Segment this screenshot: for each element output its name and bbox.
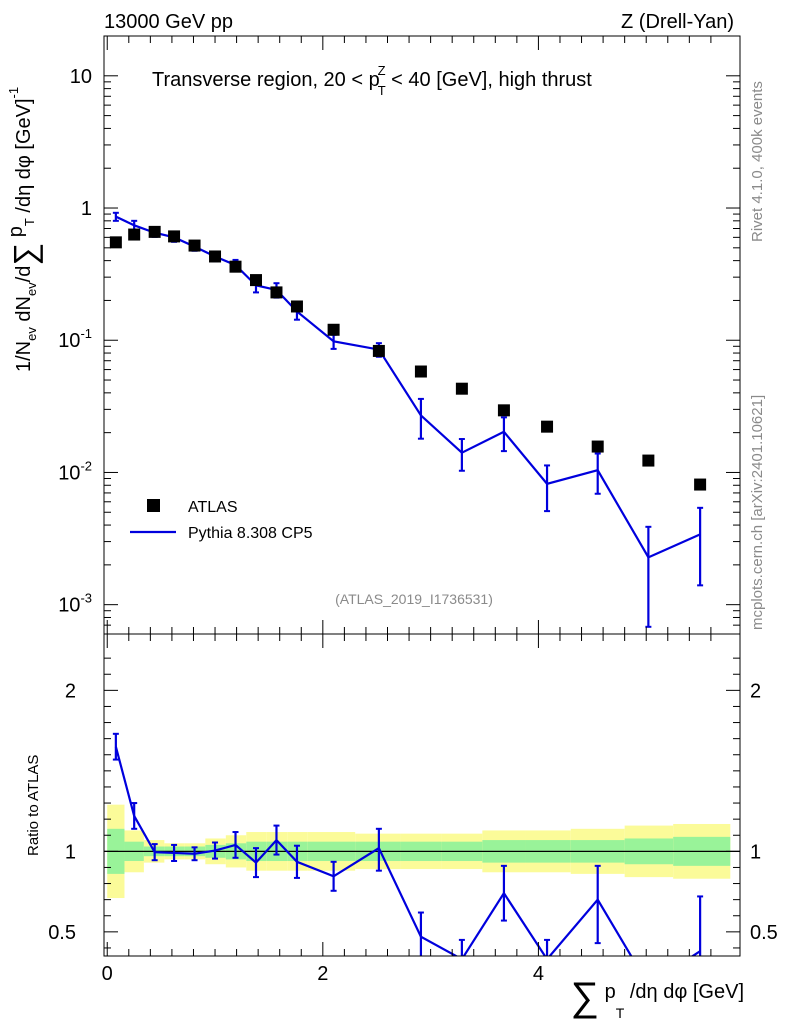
x-tick-label: 4 <box>533 963 544 985</box>
xlabel-sum: ∑ <box>571 975 600 1019</box>
xlabel-b: /dη dφ [GeV] <box>624 981 744 1003</box>
main-y-tick-base: 10 <box>58 462 80 484</box>
title-part-post: < 40 [GeV], high thrust <box>386 69 593 91</box>
main-y-tick-label: 10-1 <box>58 326 92 352</box>
atlas-data-point <box>591 440 604 453</box>
xlabel-a: p <box>599 981 616 1003</box>
analysis-watermark: (ATLAS_2019_I1736531) <box>335 591 493 607</box>
ratio-y-tick-label-left: 2 <box>65 680 76 702</box>
ratio-y-tick-label-left: 0.5 <box>48 922 76 944</box>
x-tick-label: 0 <box>102 963 113 985</box>
ylabel-e: /dη dφ [GeV] <box>13 98 35 218</box>
legend: ATLAS Pythia 8.308 CP5 <box>130 499 313 542</box>
ylabel-c: /d <box>13 266 35 283</box>
atlas-data-point <box>229 260 242 273</box>
title-sup: Z <box>378 63 386 78</box>
ylabel-b: dN <box>13 296 35 327</box>
atlas-data-point <box>188 239 201 252</box>
atlas-data-point <box>642 454 655 467</box>
legend-atlas-marker <box>147 499 160 512</box>
main-y-tick-label: 10 <box>70 66 92 88</box>
atlas-data-point <box>270 286 283 299</box>
xlabel-a-sub: T <box>616 1005 625 1021</box>
ylabel-a: 1/N <box>13 341 35 372</box>
main-y-tick-exp: -3 <box>80 591 92 606</box>
atlas-data-point <box>168 230 181 243</box>
ylabel-b-sub: ev <box>24 282 39 296</box>
ratio-frame <box>103 633 741 957</box>
rivet-label: Rivet 4.1.0, 400k events <box>749 81 766 242</box>
atlas-data-point <box>694 478 707 491</box>
ylabel-d-sub: T <box>22 218 37 226</box>
ratio-y-tick-label-right: 2 <box>750 680 761 702</box>
ylabel-d: p <box>5 226 27 243</box>
main-y-tick-base: 1 <box>81 198 92 220</box>
ratio-y-tick-label-right: 0.5 <box>750 922 778 944</box>
atlas-data-point <box>327 323 340 336</box>
x-axis-label: ∑ pT /dη dφ [GeV] <box>571 975 744 1021</box>
atlas-data-point <box>209 250 222 263</box>
legend-atlas-label: ATLAS <box>188 499 238 516</box>
ylabel-sum: ∑ <box>7 243 43 266</box>
ratio-plot: 0.5 0.5 1 1 2 2 0 2 4 Ratio to ATLAS ∑ pT /dη dφ… <box>25 633 778 1021</box>
main-y-tick-base: 10 <box>58 595 80 617</box>
main-y-tick-label: 10-3 <box>58 591 92 617</box>
main-plot: Transverse region, 20 < pTZ < 40 [GeV], … <box>5 35 741 635</box>
title-part-pre: Transverse region, 20 < p <box>152 69 380 91</box>
atlas-data-point <box>109 236 122 249</box>
atlas-data-point <box>290 300 303 313</box>
ratio-y-tick-label-right: 1 <box>750 841 761 863</box>
atlas-data-point <box>128 228 141 241</box>
main-y-tick-exp: -1 <box>80 326 92 341</box>
atlas-data-point <box>455 382 468 395</box>
main-y-tick-base: 10 <box>70 66 92 88</box>
ratio-y-label: Ratio to ATLAS <box>25 755 42 856</box>
atlas-data-point <box>497 404 510 417</box>
header-right: Z (Drell-Yan) <box>621 11 734 33</box>
mcplots-label: mcplots.cern.ch [arXiv:2401.10621] <box>749 395 766 630</box>
legend-pythia-label: Pythia 8.308 CP5 <box>188 525 313 542</box>
atlas-data-point <box>541 420 554 433</box>
main-y-tick-label: 1 <box>81 198 92 220</box>
atlas-data-point <box>414 365 427 378</box>
main-frame <box>103 35 741 635</box>
ratio-y-tick-label-left: 1 <box>65 841 76 863</box>
atlas-data-point <box>249 274 262 287</box>
header-left: 13000 GeV pp <box>104 11 233 33</box>
main-y-tick-base: 10 <box>58 330 80 352</box>
x-tick-label: 2 <box>317 963 328 985</box>
atlas-data-point <box>148 225 161 238</box>
main-title: Transverse region, 20 < pTZ < 40 [GeV], … <box>152 63 592 98</box>
ylabel-a-sub: ev <box>24 327 39 341</box>
main-y-tick-label: 10-2 <box>58 458 92 484</box>
main-y-label: 1/Nev dNev/d∑ pT /dη dφ [GeV]-1 <box>5 87 43 372</box>
ylabel-e-sup: -1 <box>6 87 21 99</box>
title-sub: T <box>378 83 386 98</box>
atlas-data-point <box>372 344 385 357</box>
main-y-tick-exp: -2 <box>80 458 92 473</box>
